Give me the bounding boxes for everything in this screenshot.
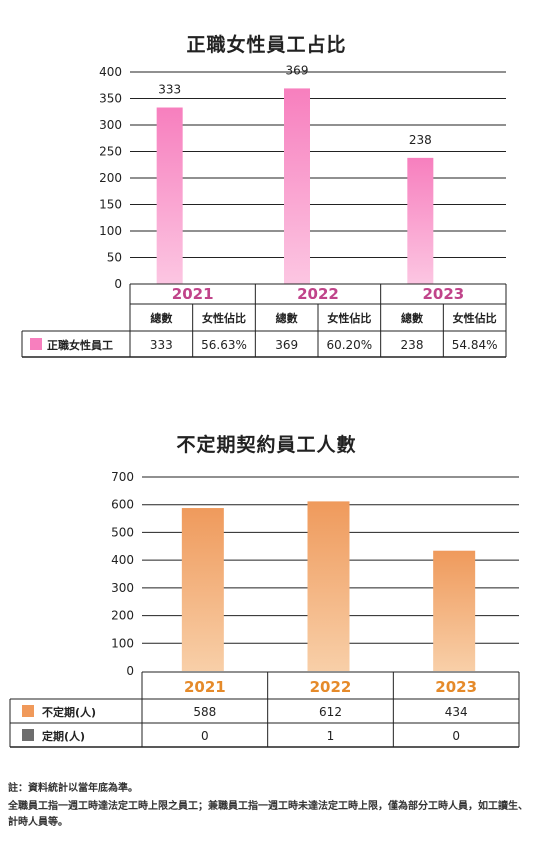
c1-bar <box>156 107 183 284</box>
c1-year-label: 2022 <box>297 285 339 303</box>
c1-bar-label: 238 <box>409 133 432 147</box>
c2-y-tick: 700 <box>111 470 134 484</box>
c2-legend-label: 不定期(人) <box>42 705 96 719</box>
c1-col-header: 總數 <box>401 311 423 325</box>
note-line-1: 註：資料統計以當年底為準。 <box>8 783 138 794</box>
c1-y-tick: 350 <box>99 92 122 106</box>
c2-y-tick: 200 <box>111 609 134 623</box>
note-line-2: 全職員工指一週工時達法定工時上限之員工；兼職員工指一週工時未達法定工時上限，僅為… <box>8 801 528 828</box>
c1-cell-value: 54.84% <box>452 338 498 352</box>
c1-col-header: 女性佔比 <box>327 311 371 325</box>
c2-cell-value: 0 <box>201 729 209 743</box>
c2-cell-value: 588 <box>193 705 216 719</box>
c1-bar-label: 369 <box>286 63 309 77</box>
c1-cell-value: 60.20% <box>326 338 372 352</box>
c1-cell-value: 238 <box>401 338 424 352</box>
c1-y-tick: 150 <box>99 198 122 212</box>
chart2-title: 不定期契約員工人數 <box>176 434 357 456</box>
c2-legend-label: 定期(人) <box>42 729 85 743</box>
c2-y-tick: 400 <box>111 553 134 567</box>
c2-year-label: 2022 <box>310 678 352 696</box>
c1-year-label: 2023 <box>422 285 464 303</box>
c1-col-header: 總數 <box>276 311 298 325</box>
c1-y-tick: 400 <box>99 65 122 79</box>
c2-bar <box>181 508 224 671</box>
c2-y-tick: 500 <box>111 525 134 539</box>
chart1-title: 正職女性員工占比 <box>186 34 347 56</box>
c1-col-header: 女性佔比 <box>202 311 246 325</box>
c2-cell-value: 1 <box>327 729 335 743</box>
c2-y-tick: 600 <box>111 498 134 512</box>
c1-col-header: 女性佔比 <box>453 311 497 325</box>
c2-year-label: 2021 <box>184 678 226 696</box>
c1-y-tick: 200 <box>99 171 122 185</box>
c1-y-tick: 0 <box>114 277 122 291</box>
c2-cell-value: 0 <box>452 729 460 743</box>
c1-y-tick: 100 <box>99 224 122 238</box>
c2-legend-swatch <box>22 729 34 741</box>
c2-y-tick: 300 <box>111 581 134 595</box>
c2-legend-swatch <box>22 705 34 717</box>
c1-legend-label: 正職女性員工 <box>47 338 113 352</box>
c1-y-tick: 250 <box>99 145 122 159</box>
c1-col-header: 總數 <box>150 311 172 325</box>
c1-y-tick: 50 <box>107 251 122 265</box>
c2-bar <box>433 550 476 671</box>
c1-bar <box>407 157 434 284</box>
c1-cell-value: 56.63% <box>201 338 247 352</box>
c2-y-tick: 0 <box>126 664 134 678</box>
c2-cell-value: 434 <box>445 705 468 719</box>
c2-year-label: 2023 <box>435 678 477 696</box>
c1-bar-label: 333 <box>158 83 181 97</box>
c2-bar <box>307 501 350 671</box>
c1-cell-value: 369 <box>275 338 298 352</box>
c1-y-tick: 300 <box>99 118 122 132</box>
c1-bar <box>284 88 310 285</box>
c1-cell-value: 333 <box>150 338 173 352</box>
c2-y-tick: 100 <box>111 636 134 650</box>
c1-legend-swatch <box>30 338 42 350</box>
c1-year-label: 2021 <box>172 285 214 303</box>
c2-cell-value: 612 <box>319 705 342 719</box>
